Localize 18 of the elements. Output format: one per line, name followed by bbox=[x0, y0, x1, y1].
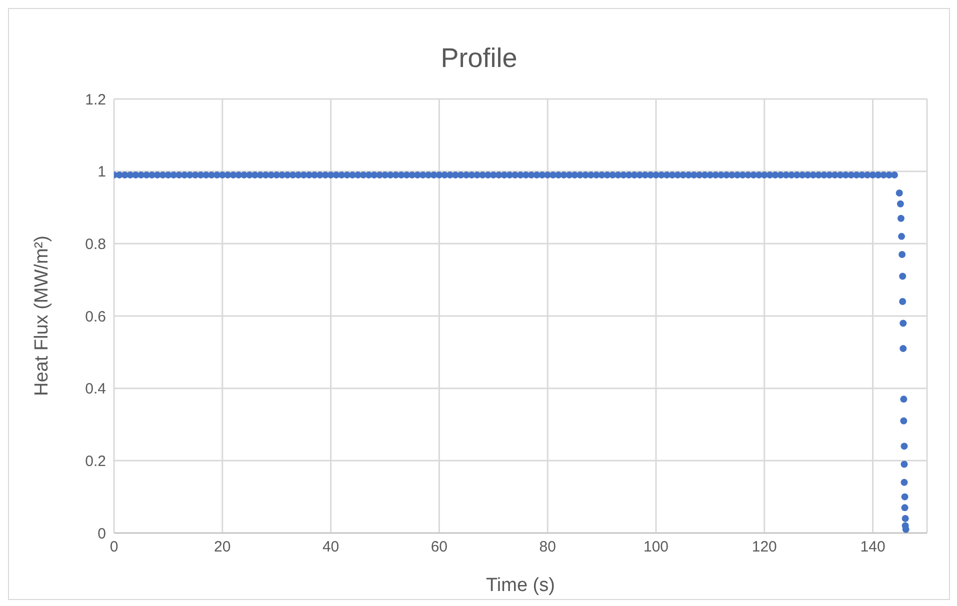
x-tick-label: 80 bbox=[539, 538, 556, 556]
y-tick-label: 1 bbox=[98, 164, 106, 181]
x-tick-label: 20 bbox=[214, 538, 231, 556]
y-tick-label: 0 bbox=[98, 525, 106, 542]
y-tick-label: 0.4 bbox=[85, 380, 106, 398]
x-tick-label: 0 bbox=[110, 538, 118, 556]
y-tick-label: 0.8 bbox=[85, 236, 106, 253]
x-tick-label: 140 bbox=[860, 538, 886, 556]
y-tick-label: 1.2 bbox=[85, 91, 106, 108]
x-tick-label: 40 bbox=[322, 538, 340, 556]
x-tick-label: 60 bbox=[430, 538, 448, 556]
y-axis-title: Heat Flux (MW/m²) bbox=[32, 236, 53, 396]
y-tick-label: 0.2 bbox=[85, 452, 106, 470]
y-tick-label: 0.6 bbox=[85, 308, 106, 326]
x-axis-title: Time (s) bbox=[486, 575, 555, 596]
chart-title: Profile bbox=[440, 43, 518, 75]
x-tick-label: 100 bbox=[643, 538, 669, 556]
x-tick-label: 120 bbox=[752, 538, 777, 556]
